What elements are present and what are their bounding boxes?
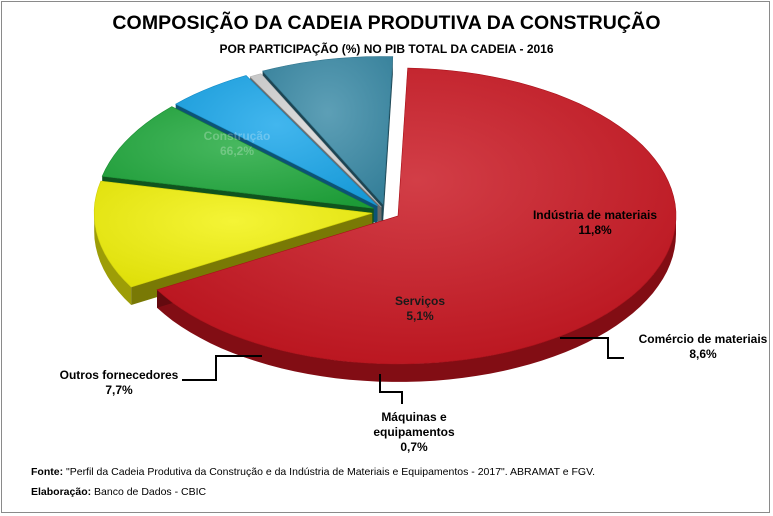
credit-text: Banco de Dados - CBIC xyxy=(91,486,207,498)
pie-side-industria xyxy=(94,213,132,305)
label-outros-name: Outros fornecedores xyxy=(59,368,179,382)
leader-line-comercio xyxy=(560,337,624,359)
label-industria-name: Indústria de materiais xyxy=(532,208,658,222)
leader-line-outros xyxy=(182,355,262,381)
credit-note: Elaboração: Banco de Dados - CBIC xyxy=(31,486,206,498)
pie-slice-construcao xyxy=(156,67,677,365)
label-industria-value: 11,8% xyxy=(578,223,612,237)
label-maquinas-value: 0,7% xyxy=(400,440,428,454)
leader-line-maquinas xyxy=(379,374,403,404)
pie-slice-servicos xyxy=(175,75,378,207)
label-maquinas-name: Máquinas e equipamentos xyxy=(373,410,455,439)
label-outros: Outros fornecedores 7,7% xyxy=(44,368,194,398)
source-text: "Perfil da Cadeia Produtiva da Construçã… xyxy=(63,466,596,478)
chart-title: COMPOSIÇÃO DA CADEIA PRODUTIVA DA CONSTR… xyxy=(112,12,661,34)
source-note: Fonte: "Perfil da Cadeia Produtiva da Co… xyxy=(31,466,595,478)
label-construcao: Construção 66,2% xyxy=(182,129,292,159)
pie-slice-maquinas xyxy=(249,73,382,208)
label-servicos-value: 5,1% xyxy=(406,309,434,323)
label-construcao-value: 66,2% xyxy=(219,144,255,158)
label-construcao-name: Construção xyxy=(203,129,271,143)
label-comercio: Comércio de materiais 8,6% xyxy=(628,332,773,362)
label-outros-value: 7,7% xyxy=(105,383,133,397)
source-label: Fonte: xyxy=(31,466,64,478)
pie-slice-comercio xyxy=(101,106,374,209)
label-servicos-name: Serviços xyxy=(394,294,446,308)
label-industria: Indústria de materiais 11,8% xyxy=(520,208,670,238)
chart-subtitle: POR PARTICIPAÇÃO (%) NO PIB TOTAL DA CAD… xyxy=(219,42,554,56)
pie-slice-industria xyxy=(93,180,373,288)
credit-label: Elaboração: xyxy=(31,486,92,498)
label-maquinas: Máquinas e equipamentos 0,7% xyxy=(352,410,476,455)
pie-slice-outros xyxy=(262,56,394,206)
label-servicos: Serviços 5,1% xyxy=(370,294,470,324)
label-comercio-name: Comércio de materiais xyxy=(638,332,768,346)
label-comercio-value: 8,6% xyxy=(689,347,717,361)
